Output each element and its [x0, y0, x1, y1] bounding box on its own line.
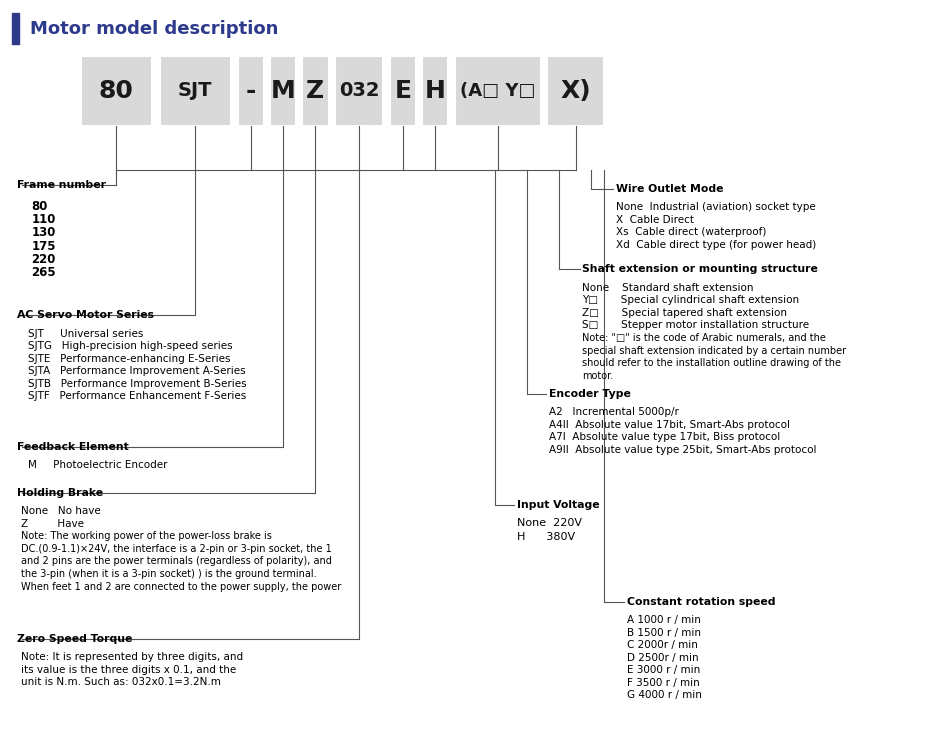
Text: SJTE   Performance-enhancing E-Series: SJTE Performance-enhancing E-Series [28, 354, 231, 364]
Text: Z: Z [306, 78, 325, 103]
Text: S□       Stepper motor installation structure: S□ Stepper motor installation structure [582, 320, 809, 331]
Bar [12, 13, 19, 44]
Text: (A□ Y□: (A□ Y□ [460, 81, 536, 100]
Text: A9II  Absolute value type 25bit, Smart-Abs protocol: A9II Absolute value type 25bit, Smart-Ab… [549, 445, 817, 455]
Text: SJTG   High-precision high-speed series: SJTG High-precision high-speed series [28, 341, 233, 352]
Text: unit is N.m. Such as: 032x0.1=3.2N.m: unit is N.m. Such as: 032x0.1=3.2N.m [21, 677, 220, 687]
Text: and 2 pins are the power terminals (regardless of polarity), and: and 2 pins are the power terminals (rega… [21, 556, 332, 567]
Text: M: M [271, 78, 295, 103]
Text: its value is the three digits x 0.1, and the: its value is the three digits x 0.1, and… [21, 665, 237, 675]
Text: H      380V: H 380V [517, 532, 575, 542]
Text: D 2500r / min: D 2500r / min [627, 653, 698, 663]
Text: Encoder Type: Encoder Type [549, 388, 631, 399]
Text: A 1000 r / min: A 1000 r / min [627, 615, 701, 625]
Text: Shaft extension or mounting structure: Shaft extension or mounting structure [582, 264, 818, 275]
Text: G 4000 r / min: G 4000 r / min [627, 690, 702, 701]
Text: Z         Have: Z Have [21, 519, 84, 529]
Text: the 3-pin (when it is a 3-pin socket) ) is the ground terminal.: the 3-pin (when it is a 3-pin socket) ) … [21, 569, 316, 579]
Bar [238, 56, 264, 126]
Text: Input Voltage: Input Voltage [517, 500, 599, 510]
Text: H: H [425, 78, 446, 103]
Bar [335, 56, 383, 126]
Text: 80: 80 [99, 78, 134, 103]
Text: E 3000 r / min: E 3000 r / min [627, 665, 700, 676]
Text: X): X) [560, 78, 591, 103]
Text: Xd  Cable direct type (for power head): Xd Cable direct type (for power head) [616, 240, 816, 250]
Text: SJTB   Performance Improvement B-Series: SJTB Performance Improvement B-Series [28, 379, 247, 389]
Text: Frame number: Frame number [17, 180, 106, 190]
Text: Feedback Element: Feedback Element [17, 442, 129, 452]
Text: SJT: SJT [178, 81, 213, 100]
Bar [455, 56, 541, 126]
Text: Note: The working power of the power-loss brake is: Note: The working power of the power-los… [21, 531, 272, 542]
Text: None   No have: None No have [21, 506, 101, 517]
Bar [81, 56, 152, 126]
Text: special shaft extension indicated by a certain number: special shaft extension indicated by a c… [582, 346, 846, 356]
Text: E: E [394, 78, 411, 103]
Text: C 2000r / min: C 2000r / min [627, 640, 698, 650]
Text: None  Industrial (aviation) socket type: None Industrial (aviation) socket type [616, 202, 815, 212]
Text: SJT     Universal series: SJT Universal series [28, 329, 143, 339]
Text: None  220V: None 220V [517, 518, 581, 528]
Text: motor.: motor. [582, 371, 614, 381]
Text: Wire Outlet Mode: Wire Outlet Mode [616, 184, 723, 194]
Text: When feet 1 and 2 are connected to the power supply, the power: When feet 1 and 2 are connected to the p… [21, 582, 341, 592]
Text: A4II  Absolute value 17bit, Smart-Abs protocol: A4II Absolute value 17bit, Smart-Abs pro… [549, 420, 790, 430]
Text: A2   Incremental 5000p/r: A2 Incremental 5000p/r [549, 407, 679, 417]
Text: AC Servo Motor Series: AC Servo Motor Series [17, 309, 154, 320]
Text: Note: It is represented by three digits, and: Note: It is represented by three digits,… [21, 652, 243, 662]
Text: M     Photoelectric Encoder: M Photoelectric Encoder [28, 460, 168, 471]
Text: Z□       Special tapered shaft extension: Z□ Special tapered shaft extension [582, 308, 788, 318]
Text: A7I  Absolute value type 17bit, Biss protocol: A7I Absolute value type 17bit, Biss prot… [549, 432, 780, 443]
Bar [547, 56, 604, 126]
Text: 80: 80 [31, 200, 48, 213]
Text: None    Standard shaft extension: None Standard shaft extension [582, 283, 754, 293]
Text: Xs  Cable direct (waterproof): Xs Cable direct (waterproof) [616, 227, 766, 238]
Text: -: - [246, 78, 256, 103]
Text: should refer to the installation outline drawing of the: should refer to the installation outline… [582, 358, 842, 369]
Text: DC.(0.9-1.1)×24V, the interface is a 2-pin or 3-pin socket, the 1: DC.(0.9-1.1)×24V, the interface is a 2-p… [21, 544, 332, 554]
Text: Zero Speed Torque: Zero Speed Torque [17, 633, 132, 644]
Bar [390, 56, 416, 126]
Text: Y□       Special cylindrical shaft extension: Y□ Special cylindrical shaft extension [582, 295, 800, 306]
Text: 032: 032 [339, 81, 379, 100]
Text: X  Cable Direct: X Cable Direct [616, 215, 694, 225]
Text: Motor model description: Motor model description [30, 20, 278, 38]
Text: F 3500 r / min: F 3500 r / min [627, 678, 700, 688]
Text: 220: 220 [31, 253, 56, 266]
Text: 265: 265 [31, 266, 56, 280]
Text: Note: "□" is the code of Arabic numerals, and the: Note: "□" is the code of Arabic numerals… [582, 333, 826, 343]
Text: 110: 110 [31, 213, 56, 226]
Bar [160, 56, 231, 126]
Bar [270, 56, 296, 126]
Text: 130: 130 [31, 226, 56, 240]
Bar [422, 56, 448, 126]
Text: SJTA   Performance Improvement A-Series: SJTA Performance Improvement A-Series [28, 366, 246, 377]
Text: Constant rotation speed: Constant rotation speed [627, 596, 775, 607]
Text: B 1500 r / min: B 1500 r / min [627, 628, 701, 638]
Text: 175: 175 [31, 240, 56, 253]
Bar [302, 56, 329, 126]
Text: SJTF   Performance Enhancement F-Series: SJTF Performance Enhancement F-Series [28, 391, 247, 402]
Text: Holding Brake: Holding Brake [17, 488, 104, 498]
